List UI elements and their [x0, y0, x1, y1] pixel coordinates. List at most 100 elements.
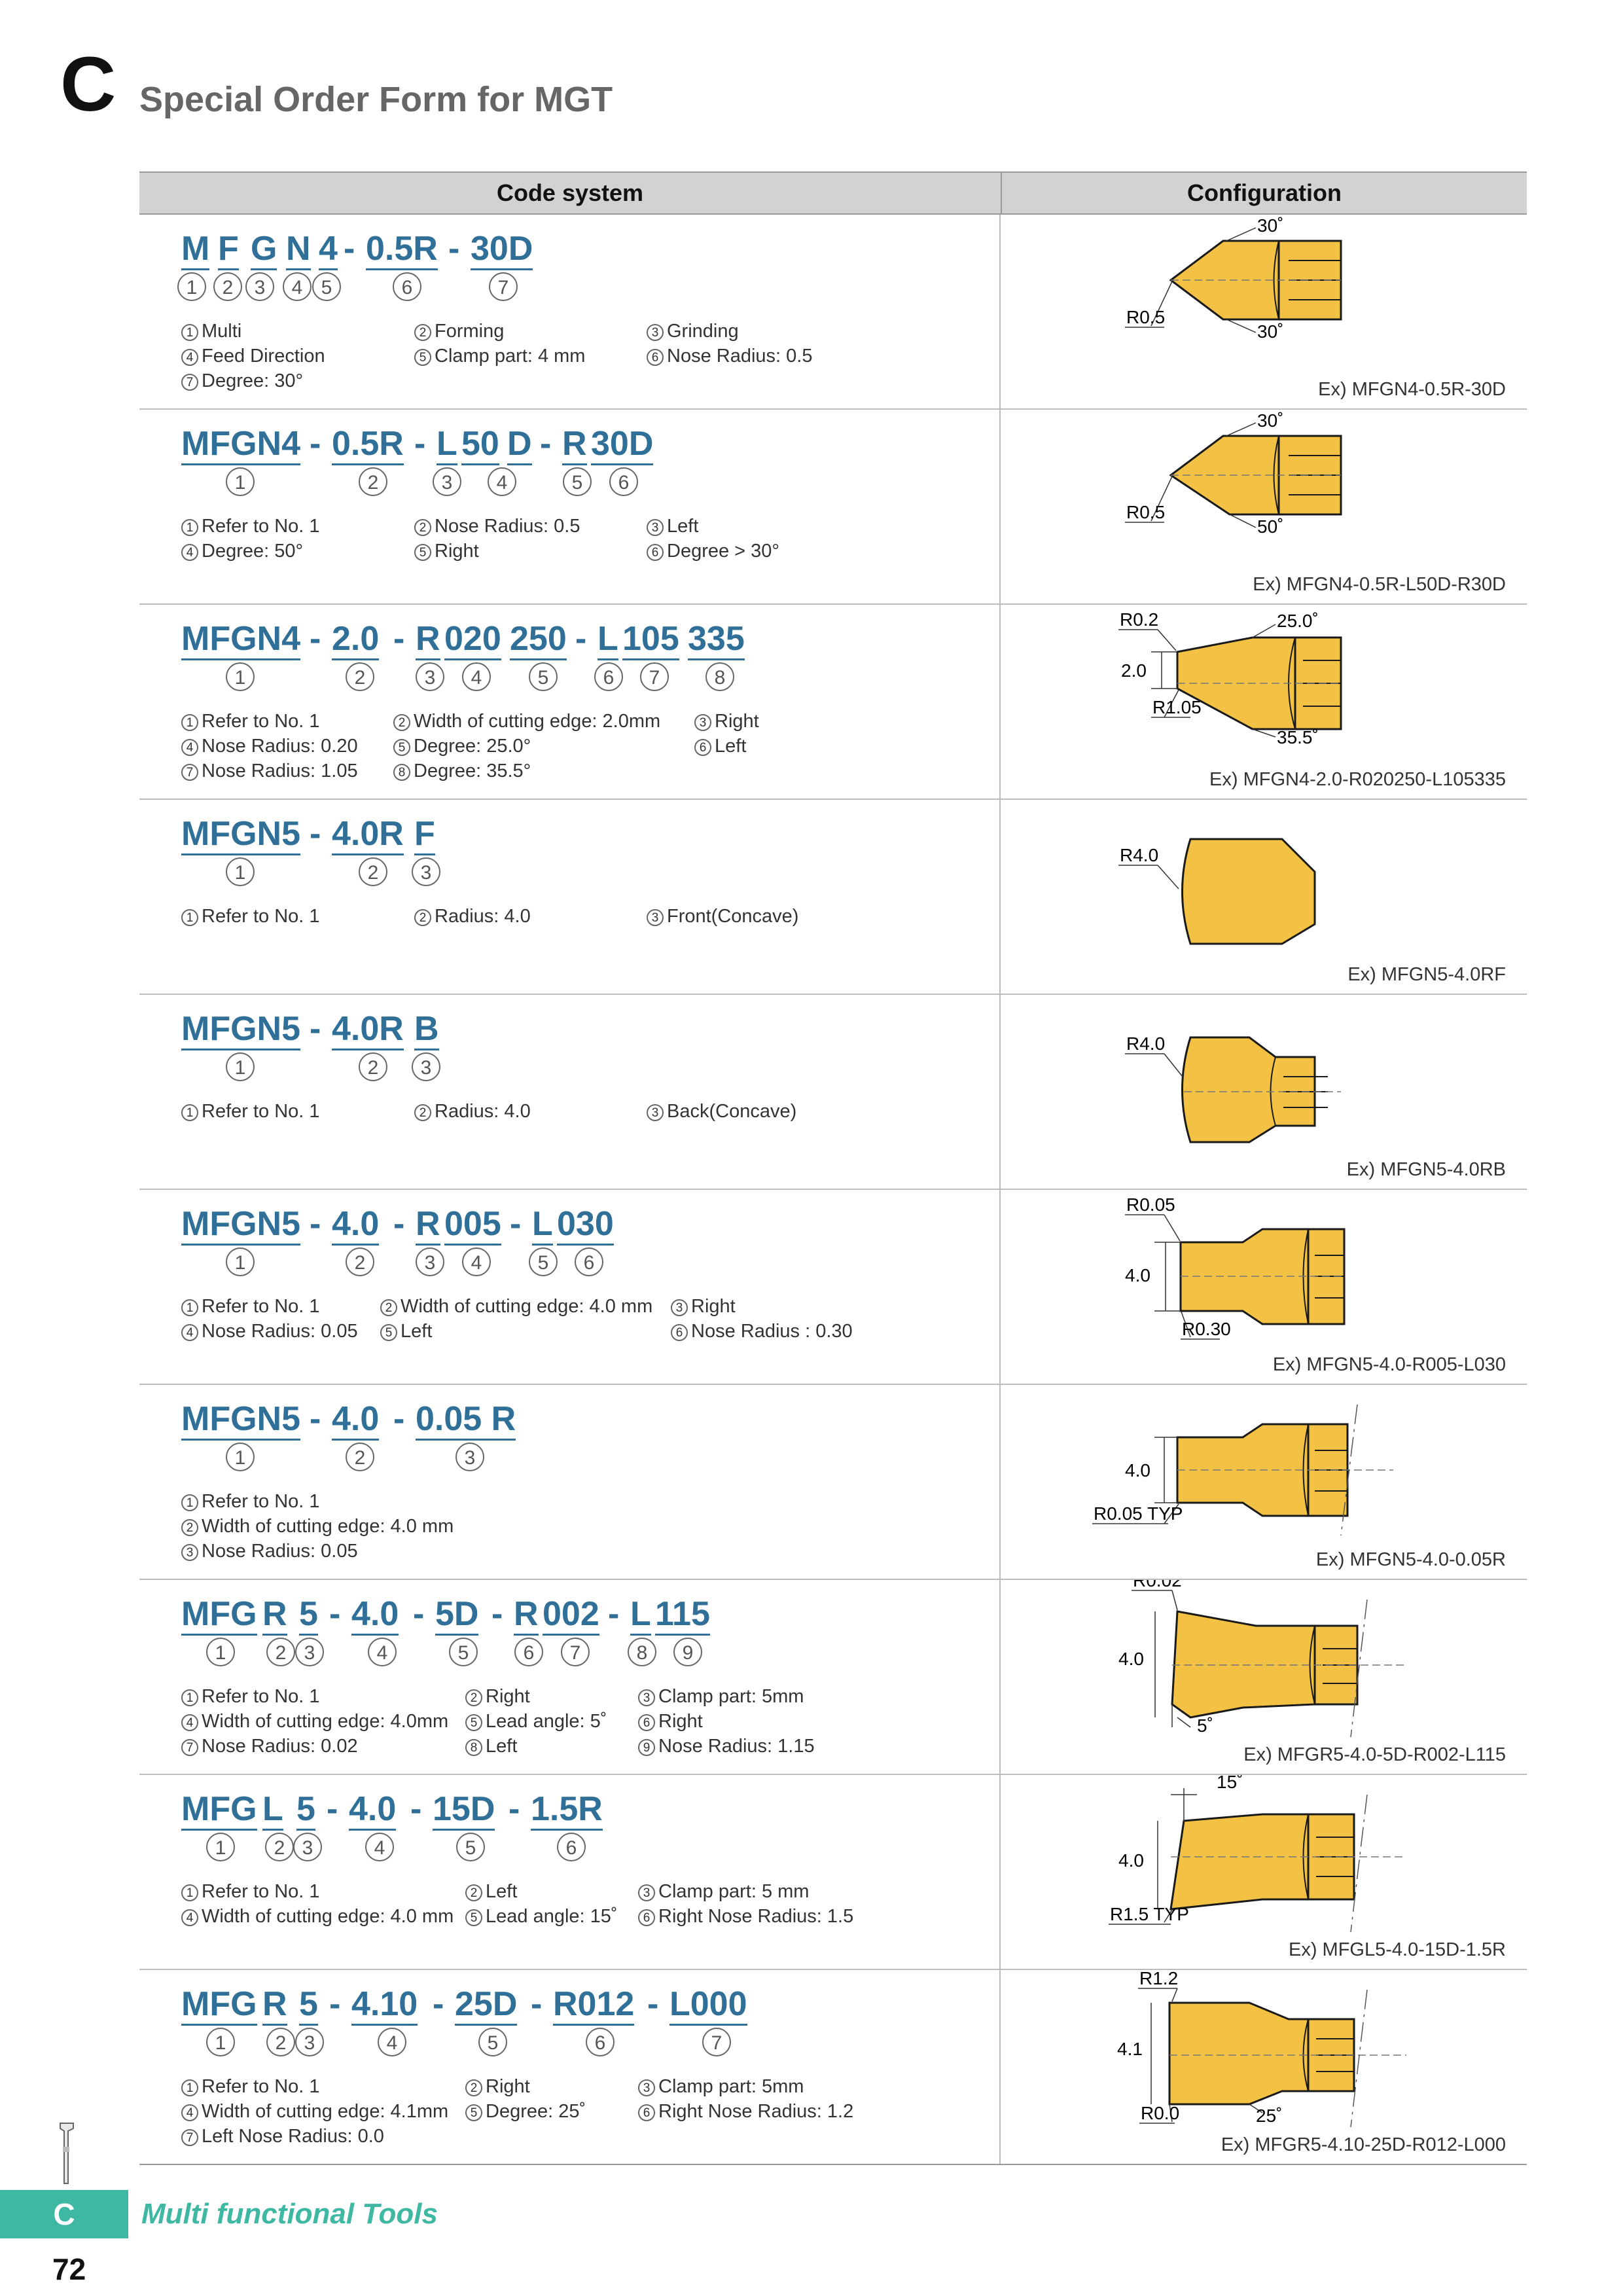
description-number: 3 — [647, 324, 664, 341]
dim-label: 5˚ — [1197, 1715, 1213, 1736]
segment-description: 6 Right Nose Radius: 1.5 — [638, 1905, 853, 1928]
dim-label: 4.0 — [1118, 1649, 1144, 1669]
description-number: 2 — [414, 909, 431, 926]
code-segment: 2.0 — [332, 619, 380, 660]
example-code: Ex) MFGN5-4.0RB — [1346, 1159, 1506, 1180]
code-segment: F — [218, 229, 239, 270]
segment-number: 1 — [206, 1638, 235, 1666]
page-title: Special Order Form for MGT — [139, 80, 613, 119]
description-number: 1 — [181, 2079, 198, 2096]
code-segment: MFG — [181, 1789, 257, 1831]
dim-label: 30˚ — [1257, 215, 1283, 236]
description-text: Radius: 4.0 — [435, 906, 531, 927]
form-row: MFG R 5-4.10-25D - R012- L000 1 2 3 4 5 6 7 1 Refer to… — [139, 1970, 1527, 2165]
segment-number: 5 — [456, 1833, 485, 1861]
header-configuration: Configuration — [1187, 179, 1342, 206]
dim-label: R0.05 — [1126, 1194, 1175, 1215]
segment-number: 5 — [312, 272, 341, 301]
segment-description: 5 Lead angle: 5˚ — [465, 1710, 607, 1733]
code-system-cell: MFG R 5-4.10-25D - R012- L000 1 2 3 4 5 6 7 1 Refer to… — [139, 1970, 1001, 2164]
code-segment: 0.5R — [366, 229, 438, 270]
header-code-system: Code system — [139, 173, 1002, 213]
code-separator: - — [575, 620, 587, 658]
description-number: 3 — [647, 909, 664, 926]
segment-description: 3 Back(Concave) — [647, 1100, 796, 1123]
description-text: Nose Radius: 0.5 — [435, 516, 580, 537]
form-row: MFGN5-4.0- R 005- L 030 1 2 3 4 5 6 1 Refer to No. 1… — [139, 1190, 1527, 1385]
segment-number: 6 — [609, 467, 638, 496]
example-code: Ex) MFGN4-0.5R-30D — [1318, 379, 1506, 400]
code-separator: - — [310, 815, 321, 853]
configuration-cell: R4.0 Ex) MFGN5-4.0RF — [1001, 800, 1527, 994]
segment-description: 1 Refer to No. 1 — [181, 1490, 320, 1513]
description-text: Right — [691, 1296, 736, 1317]
side-tab-letter: C — [53, 2197, 75, 2231]
code-segment: R — [262, 1984, 287, 2026]
footer-title: Multi functional Tools — [141, 2198, 438, 2230]
description-number: 5 — [393, 739, 410, 756]
segment-description: 6 Nose Radius : 0.30 — [671, 1319, 853, 1343]
description-text: Width of cutting edge: 4.0mm — [202, 1711, 449, 1732]
description-text: Right — [715, 711, 759, 732]
description-number: 7 — [181, 764, 198, 781]
segment-number: 3 — [412, 857, 440, 886]
description-text: Clamp part: 4 mm — [435, 346, 586, 367]
code-segment: 25D — [455, 1984, 518, 2026]
configuration-cell: R0.2 25.0˚ 2.0 R1.05 35.5˚ Ex) MFGN4-2.0-… — [1001, 605, 1527, 798]
code-separator: - — [310, 425, 321, 463]
segment-number: 4 — [368, 1638, 397, 1666]
description-text: Nose Radius: 1.05 — [202, 761, 358, 781]
segment-description: 1 Refer to No. 1 — [181, 1880, 320, 1903]
description-text: Nose Radius: 0.20 — [202, 736, 358, 757]
segment-number: 2 — [346, 662, 374, 691]
dim-label: 25˚ — [1256, 2106, 1282, 2126]
segment-number: 2 — [346, 1247, 374, 1276]
insert-diagram: 15˚ 4.0 R1.5 TYP — [1109, 1775, 1406, 1933]
segment-description: 6 Nose Radius: 0.5 — [647, 344, 812, 368]
code-segment: L — [532, 1204, 553, 1246]
segment-number: 2 — [213, 272, 242, 301]
code-segment: L — [597, 619, 618, 660]
segment-description: 3 Clamp part: 5 mm — [638, 1880, 809, 1903]
code-separator: - — [344, 230, 355, 268]
table-header: Code system Configuration — [139, 171, 1527, 215]
code-segment: 020 — [444, 619, 501, 660]
configuration-cell: 4.0 R0.05 TYP Ex) MFGN5-4.0-0.05R — [1001, 1385, 1527, 1579]
description-number: 6 — [638, 1714, 655, 1731]
insert-diagram: R0.02 4.0 5˚ — [1118, 1580, 1406, 1738]
segment-number: 4 — [462, 1247, 491, 1276]
segment-description: 5 Left — [380, 1319, 432, 1343]
segment-description: 5 Right — [414, 539, 479, 563]
description-number: 3 — [638, 1884, 655, 1901]
code-separator: - — [393, 1400, 405, 1438]
segment-description: 2 Width of cutting edge: 4.0 mm — [380, 1295, 652, 1318]
dim-label: R4.0 — [1120, 845, 1158, 865]
code-segment: 30D — [591, 424, 654, 465]
segment-number: 9 — [673, 1638, 702, 1666]
dim-label: R0.02 — [1133, 1580, 1182, 1590]
segment-description: 4 Width of cutting edge: 4.0mm — [181, 1710, 448, 1733]
segment-description: 2 Width of cutting edge: 2.0mm — [393, 709, 660, 733]
dim-label: R0.2 — [1120, 609, 1158, 630]
segment-description: 2 Radius: 4.0 — [414, 905, 531, 928]
description-text: Degree > 30° — [667, 541, 780, 562]
insert-diagram: 30˚ 30˚ R0.5 — [1125, 215, 1342, 342]
form-row: MFGN4-2.0- R 020 250- L 105 335 1 2 3 4 5 6 7 8 1 Refer … — [139, 605, 1527, 800]
segment-description: 7 Left Nose Radius: 0.0 — [181, 2125, 384, 2148]
segment-description: 3 Right — [694, 709, 759, 733]
code-separator: - — [414, 425, 426, 463]
segment-description: 4 Width of cutting edge: 4.0 mm — [181, 1905, 454, 1928]
description-text: Clamp part: 5mm — [658, 2076, 804, 2097]
description-number: 3 — [638, 1689, 655, 1706]
code-separator: - — [327, 1790, 338, 1828]
description-text: Nose Radius: 0.05 — [202, 1321, 358, 1342]
description-text: Refer to No. 1 — [202, 1296, 320, 1317]
description-text: Nose Radius: 0.02 — [202, 1736, 358, 1757]
code-system-cell: MFGN5-4.0-0.05 R 1 2 3 1 Refer to No. 1 2 Width… — [139, 1385, 1001, 1579]
segment-description: 2 Forming — [414, 319, 504, 343]
description-number: 3 — [181, 1544, 198, 1561]
segment-number: 1 — [226, 467, 255, 496]
segment-number: 1 — [206, 1833, 235, 1861]
segment-description: 4 Feed Direction — [181, 344, 325, 368]
segment-description: 2 Right — [465, 1685, 530, 1708]
